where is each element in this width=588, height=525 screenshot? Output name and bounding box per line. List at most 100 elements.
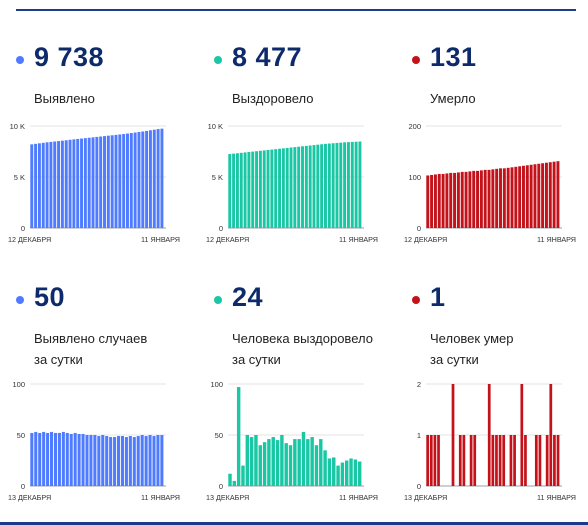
daily-detected-value: 50	[34, 282, 66, 312]
bar	[552, 161, 556, 228]
bar	[353, 459, 358, 486]
bar	[479, 170, 483, 228]
y-tick-label: 0	[417, 224, 421, 233]
bar	[53, 141, 57, 228]
bar	[324, 143, 327, 228]
bar	[160, 128, 164, 228]
bar	[301, 431, 306, 486]
bar	[529, 164, 533, 228]
x-end-label: 11 ЯНВАРЯ	[537, 493, 576, 502]
bar	[236, 387, 241, 486]
bar	[87, 137, 91, 228]
bar	[502, 435, 506, 486]
bar	[95, 136, 99, 228]
bar	[245, 435, 250, 486]
daily-recovered-value: 24	[232, 282, 264, 312]
bar	[30, 432, 34, 486]
bar	[57, 432, 61, 486]
bar	[357, 461, 362, 486]
recovered-dot	[214, 56, 222, 64]
bar	[99, 136, 103, 228]
bar	[85, 435, 89, 486]
bar	[297, 439, 301, 486]
bar	[148, 130, 152, 228]
bar	[331, 143, 335, 228]
chart-recovered-cumulative: 10 K 5 K 0 12 ДЕКАБРЯ 11 ЯНВАРЯ	[206, 122, 378, 244]
bar	[458, 435, 462, 486]
y-tick-label: 10 K	[208, 122, 223, 131]
bar	[281, 148, 285, 228]
bar	[124, 437, 128, 486]
bar	[117, 436, 121, 486]
bar	[232, 480, 237, 486]
bar	[97, 436, 101, 486]
bar	[289, 147, 293, 228]
bar	[49, 141, 53, 228]
bar	[538, 435, 542, 486]
bar	[460, 171, 464, 228]
bar	[50, 431, 54, 486]
y-tick-label: 0	[417, 482, 421, 491]
bar	[275, 440, 280, 486]
bar	[228, 473, 232, 486]
daily-died-label: Человек умер за сутки	[430, 331, 514, 367]
bar	[254, 435, 258, 486]
died-label: Умерло	[430, 91, 476, 106]
bar	[144, 436, 148, 486]
bar	[426, 435, 430, 486]
bar	[433, 174, 437, 228]
chart-detected-daily: 100 50 0 13 ДЕКАБРЯ 11 ЯНВАРЯ	[8, 380, 180, 502]
bar	[345, 460, 349, 486]
bar	[556, 161, 560, 228]
x-start-label: 12 ДЕКАБРЯ	[8, 235, 51, 244]
bar	[498, 435, 502, 486]
bar	[274, 149, 278, 228]
bar	[239, 152, 243, 228]
bar	[160, 435, 164, 486]
bar	[462, 435, 466, 486]
bar	[243, 152, 247, 228]
bar	[556, 435, 560, 486]
chart-detected-cumulative: 10 K 5 K 0 12 ДЕКАБРЯ 11 ЯНВАРЯ	[8, 122, 180, 244]
bar	[297, 146, 301, 228]
bar	[336, 465, 340, 486]
bar	[105, 436, 109, 486]
bar	[93, 435, 97, 486]
detected-total: 9 738	[34, 42, 105, 72]
bar	[312, 145, 316, 228]
bar	[152, 436, 156, 486]
bar	[449, 172, 453, 228]
y-tick-label: 5 K	[212, 173, 223, 182]
bar	[89, 435, 93, 486]
bar	[156, 129, 160, 228]
bar	[433, 435, 437, 486]
bar	[65, 432, 69, 486]
bar	[81, 433, 85, 486]
bar	[262, 150, 266, 228]
bar	[451, 384, 455, 486]
bar	[255, 151, 259, 228]
daily-detected-dot	[16, 296, 24, 304]
daily-recovered-label: Человека выздоровело за сутки	[232, 331, 373, 367]
x-start-label: 13 ДЕКАБРЯ	[8, 493, 51, 502]
bar	[541, 163, 545, 228]
bar	[34, 431, 38, 486]
bar	[61, 431, 65, 486]
bar	[72, 139, 76, 228]
bar	[506, 167, 510, 228]
x-end-label: 11 ЯНВАРЯ	[537, 235, 576, 244]
bar	[483, 169, 487, 228]
bar	[304, 145, 308, 228]
bar	[37, 143, 41, 228]
bar	[140, 435, 144, 486]
daily-detected-label: Выявлено случаев за сутки	[34, 331, 148, 367]
bar	[118, 134, 122, 228]
bar	[285, 147, 289, 228]
bar	[437, 435, 440, 486]
detected-label: Выявлено	[34, 91, 95, 106]
bar	[69, 433, 73, 486]
bar	[284, 443, 288, 486]
bar	[426, 175, 430, 228]
bar	[249, 437, 254, 486]
bar	[152, 129, 156, 228]
